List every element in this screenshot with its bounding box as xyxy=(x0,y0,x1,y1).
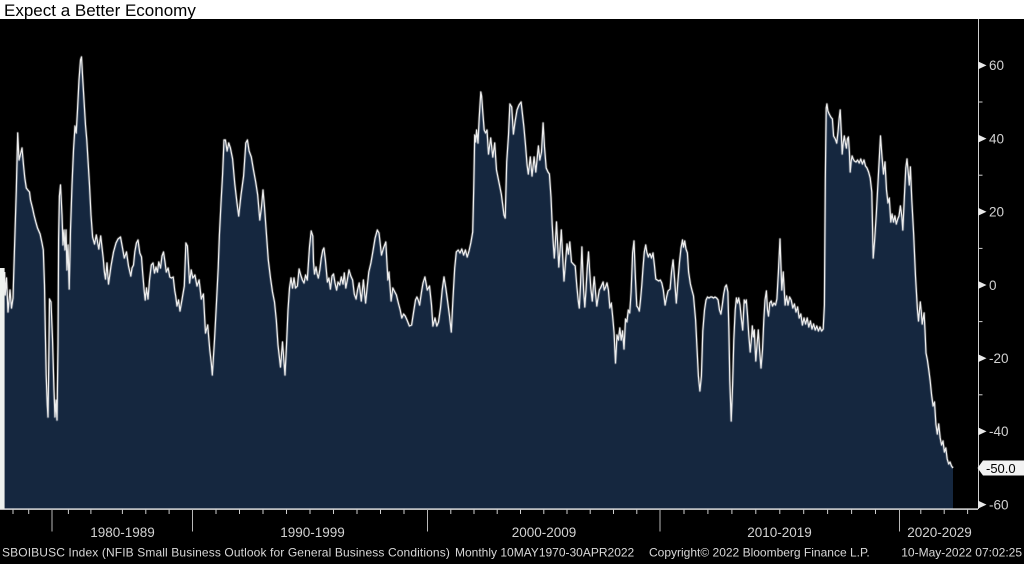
svg-text:-20: -20 xyxy=(989,351,1009,366)
svg-text:1980-1989: 1980-1989 xyxy=(90,525,155,540)
svg-text:10-May-2022 07:02:25: 10-May-2022 07:02:25 xyxy=(901,546,1022,560)
svg-text:2000-2009: 2000-2009 xyxy=(512,525,577,540)
svg-text:1990-1999: 1990-1999 xyxy=(280,525,345,540)
svg-text:-40: -40 xyxy=(989,424,1009,439)
svg-text:40: 40 xyxy=(989,131,1004,146)
svg-text:60: 60 xyxy=(989,58,1004,73)
svg-text:SBOIBUSC Index (NFIB Small Bus: SBOIBUSC Index (NFIB Small Business Outl… xyxy=(2,546,450,560)
svg-text:0: 0 xyxy=(989,278,997,293)
svg-text:Copyright© 2022 Bloomberg Fina: Copyright© 2022 Bloomberg Finance L.P. xyxy=(649,546,870,560)
svg-text:Monthly 10MAY1970-30APR2022: Monthly 10MAY1970-30APR2022 xyxy=(455,546,635,560)
svg-text:-50.0: -50.0 xyxy=(986,461,1016,476)
svg-text:-60: -60 xyxy=(989,497,1009,512)
svg-text:20: 20 xyxy=(989,205,1004,220)
svg-text:2010-2019: 2010-2019 xyxy=(747,525,812,540)
svg-text:2020-2029: 2020-2029 xyxy=(907,525,972,540)
